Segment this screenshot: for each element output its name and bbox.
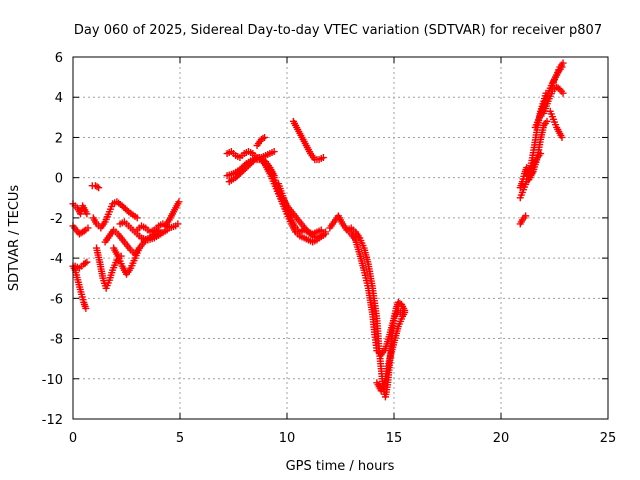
x-tick-label: 5 (176, 431, 184, 446)
x-tick-label: 0 (69, 431, 77, 446)
data-point (80, 227, 88, 235)
y-tick-label: -4 (50, 252, 63, 267)
data-point (401, 308, 409, 316)
data-point (261, 133, 269, 141)
y-tick-label: 4 (55, 91, 63, 106)
data-layer (69, 59, 567, 401)
data-point (558, 133, 566, 141)
data-point (81, 259, 89, 267)
data-point (249, 157, 257, 165)
y-tick-label: -8 (50, 333, 63, 348)
data-point (522, 212, 530, 220)
grid (73, 57, 608, 419)
data-point (174, 220, 182, 228)
y-tick-label: -6 (50, 292, 63, 307)
data-point (543, 117, 551, 125)
data-point (558, 63, 566, 71)
data-point (95, 184, 103, 192)
data-point (123, 206, 131, 214)
x-tick-label: 20 (493, 431, 510, 446)
x-tick-label: 25 (600, 431, 617, 446)
data-point (559, 59, 567, 67)
y-tick-label: -10 (42, 373, 63, 388)
data-point (322, 230, 330, 238)
data-point (83, 258, 91, 266)
data-point (83, 210, 91, 218)
y-axis-label: SDTVAR / TECUs (7, 185, 22, 292)
plot-frame (72, 56, 609, 420)
data-point (93, 183, 101, 191)
y-tick-label: 6 (55, 51, 63, 66)
data-point (82, 304, 90, 312)
data-point (84, 224, 92, 232)
y-tick-label: 0 (55, 172, 63, 187)
data-point (307, 230, 315, 238)
chart-title: Day 060 of 2025, Sidereal Day-to-day VTE… (74, 23, 602, 38)
data-point (559, 89, 567, 97)
y-tick-label: -12 (42, 413, 63, 428)
data-point (175, 198, 183, 206)
x-tick-label: 15 (386, 431, 403, 446)
data-point (133, 214, 141, 222)
x-tick-label: 10 (279, 431, 296, 446)
y-tick-label: -2 (50, 212, 63, 227)
x-axis-label: GPS time / hours (286, 459, 395, 474)
data-point (319, 154, 327, 162)
data-point (270, 148, 278, 156)
y-tick-label: 2 (55, 131, 63, 146)
data-point (259, 134, 267, 142)
data-point (317, 226, 325, 234)
